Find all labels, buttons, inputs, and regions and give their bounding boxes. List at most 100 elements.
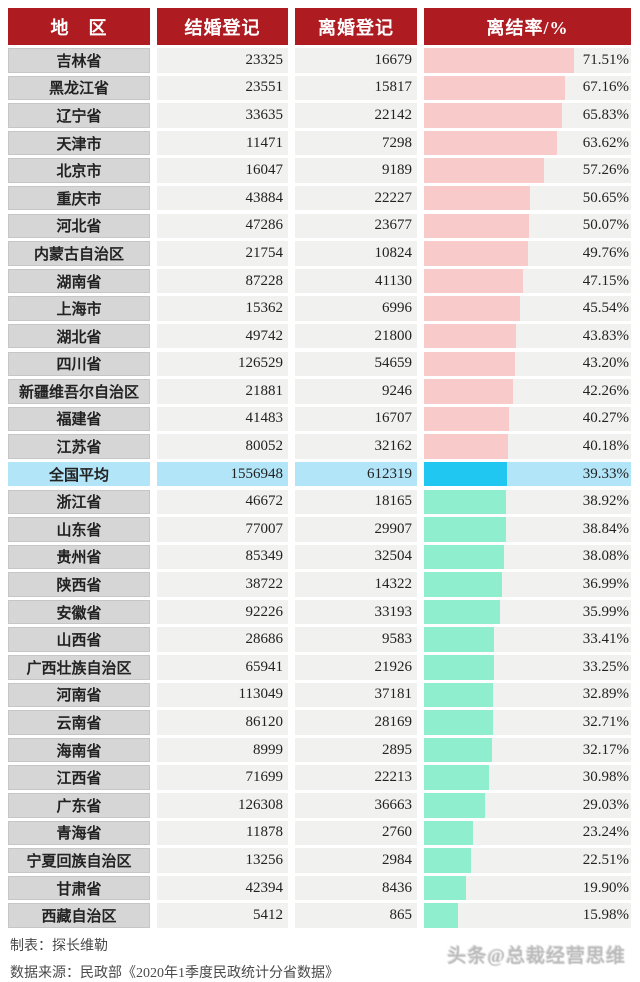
- ratio-bar: [424, 75, 565, 101]
- table-row: 青海省 11878 2760 23.24%: [8, 820, 640, 846]
- ratio-bar: [424, 379, 513, 404]
- table-header: 地 区 结婚登记 离婚登记 离结率/%: [8, 8, 640, 45]
- marriage-count-cell: 21881: [157, 379, 288, 404]
- ratio-bar: [424, 185, 531, 211]
- divorce-count-cell: 21800: [295, 323, 417, 349]
- region-cell: 陕西省: [8, 572, 150, 597]
- ratio-bar: [424, 268, 523, 294]
- region-cell: 辽宁省: [8, 103, 150, 128]
- table-row: 天津市 11471 7298 63.62%: [8, 130, 640, 156]
- ratio-bar-cell: 35.99%: [424, 599, 631, 625]
- region-cell: 甘肃省: [8, 875, 150, 901]
- ratio-bar-cell: 50.65%: [424, 185, 631, 211]
- ratio-value: 42.26%: [582, 382, 629, 399]
- region-cell: 山东省: [8, 517, 150, 542]
- region-cell: 北京市: [8, 158, 150, 183]
- ratio-value: 50.07%: [582, 217, 629, 234]
- ratio-bar-cell: 40.27%: [424, 406, 631, 432]
- marriage-count-cell: 49742: [157, 323, 288, 349]
- marriage-count-cell: 33635: [157, 103, 288, 128]
- marriage-count-cell: 38722: [157, 572, 288, 597]
- divorce-count-cell: 29907: [295, 517, 417, 542]
- table-row: 新疆维吾尔自治区 21881 9246 42.26%: [8, 379, 640, 404]
- table-row: 陕西省 38722 14322 36.99%: [8, 572, 640, 597]
- ratio-bar-cell: 45.54%: [424, 296, 631, 321]
- ratio-value: 50.65%: [582, 189, 629, 206]
- ratio-value: 40.27%: [582, 410, 629, 427]
- region-cell: 四川省: [8, 351, 150, 377]
- divorce-count-cell: 33193: [295, 599, 417, 625]
- marriage-count-cell: 15362: [157, 296, 288, 321]
- region-cell: 山西省: [8, 627, 150, 652]
- region-cell: 吉林省: [8, 48, 150, 73]
- divorce-count-cell: 22213: [295, 765, 417, 790]
- divorce-count-cell: 612319: [295, 461, 417, 487]
- ratio-bar: [424, 103, 563, 128]
- table-row: 西藏自治区 5412 865 15.98%: [8, 903, 640, 928]
- table-row: 安徽省 92226 33193 35.99%: [8, 599, 640, 625]
- divorce-count-cell: 16679: [295, 48, 417, 73]
- divorce-count-cell: 9246: [295, 379, 417, 404]
- marriage-count-cell: 86120: [157, 710, 288, 735]
- ratio-bar: [424, 48, 574, 73]
- divorce-count-cell: 32162: [295, 434, 417, 459]
- ratio-value: 29.03%: [582, 796, 629, 813]
- region-cell: 贵州省: [8, 544, 150, 570]
- ratio-bar-cell: 32.89%: [424, 682, 631, 708]
- divorce-count-cell: 21926: [295, 655, 417, 680]
- table-row: 上海市 15362 6996 45.54%: [8, 296, 640, 321]
- ratio-bar-cell: 63.62%: [424, 130, 631, 156]
- ratio-value: 15.98%: [582, 907, 629, 924]
- marriage-count-cell: 85349: [157, 544, 288, 570]
- divorce-count-cell: 41130: [295, 268, 417, 294]
- ratio-bar-cell: 39.33%: [424, 461, 631, 487]
- ratio-bar: [424, 903, 458, 928]
- region-cell: 安徽省: [8, 599, 150, 625]
- ratio-value: 33.25%: [582, 658, 629, 675]
- marriage-count-cell: 28686: [157, 627, 288, 652]
- region-cell: 海南省: [8, 737, 150, 763]
- divorce-count-cell: 9583: [295, 627, 417, 652]
- divorce-count-cell: 14322: [295, 572, 417, 597]
- table-row: 海南省 8999 2895 32.17%: [8, 737, 640, 763]
- region-cell: 云南省: [8, 710, 150, 735]
- region-cell: 重庆市: [8, 185, 150, 211]
- divorce-count-cell: 10824: [295, 241, 417, 266]
- ratio-bar: [424, 599, 500, 625]
- ratio-bar: [424, 406, 509, 432]
- divorce-count-cell: 23677: [295, 213, 417, 239]
- table-row: 河北省 47286 23677 50.07%: [8, 213, 640, 239]
- table-body: 吉林省 23325 16679 71.51% 黑龙江省 23551 15817 67.16% 辽…: [8, 48, 640, 928]
- ratio-bar-cell: 49.76%: [424, 241, 631, 266]
- ratio-value: 38.84%: [582, 520, 629, 537]
- ratio-value: 32.17%: [582, 741, 629, 758]
- marriage-count-cell: 77007: [157, 517, 288, 542]
- marriage-count-cell: 8999: [157, 737, 288, 763]
- ratio-value: 30.98%: [582, 769, 629, 786]
- ratio-bar: [424, 544, 504, 570]
- ratio-bar-cell: 57.26%: [424, 158, 631, 183]
- divorce-count-cell: 8436: [295, 875, 417, 901]
- header-marriage-registrations: 结婚登记: [157, 8, 288, 45]
- ratio-bar-cell: 30.98%: [424, 765, 631, 790]
- ratio-value: 63.62%: [582, 134, 629, 151]
- ratio-value: 35.99%: [582, 603, 629, 620]
- table-row: 重庆市 43884 22227 50.65%: [8, 185, 640, 211]
- divorce-count-cell: 37181: [295, 682, 417, 708]
- ratio-value: 45.54%: [582, 300, 629, 317]
- divorce-count-cell: 2760: [295, 820, 417, 846]
- divorce-count-cell: 18165: [295, 489, 417, 514]
- ratio-value: 65.83%: [582, 106, 629, 123]
- region-cell: 江苏省: [8, 434, 150, 459]
- ratio-bar-cell: 50.07%: [424, 213, 631, 239]
- ratio-bar-cell: 38.84%: [424, 517, 631, 542]
- table-row: 山西省 28686 9583 33.41%: [8, 627, 640, 652]
- region-cell: 湖北省: [8, 323, 150, 349]
- marriage-count-cell: 47286: [157, 213, 288, 239]
- ratio-value: 43.20%: [582, 355, 629, 372]
- table-credit: 制表：探长维勒: [10, 938, 108, 954]
- header-divorce-registrations: 离婚登记: [295, 8, 417, 45]
- ratio-value: 23.24%: [582, 824, 629, 841]
- marriage-count-cell: 43884: [157, 185, 288, 211]
